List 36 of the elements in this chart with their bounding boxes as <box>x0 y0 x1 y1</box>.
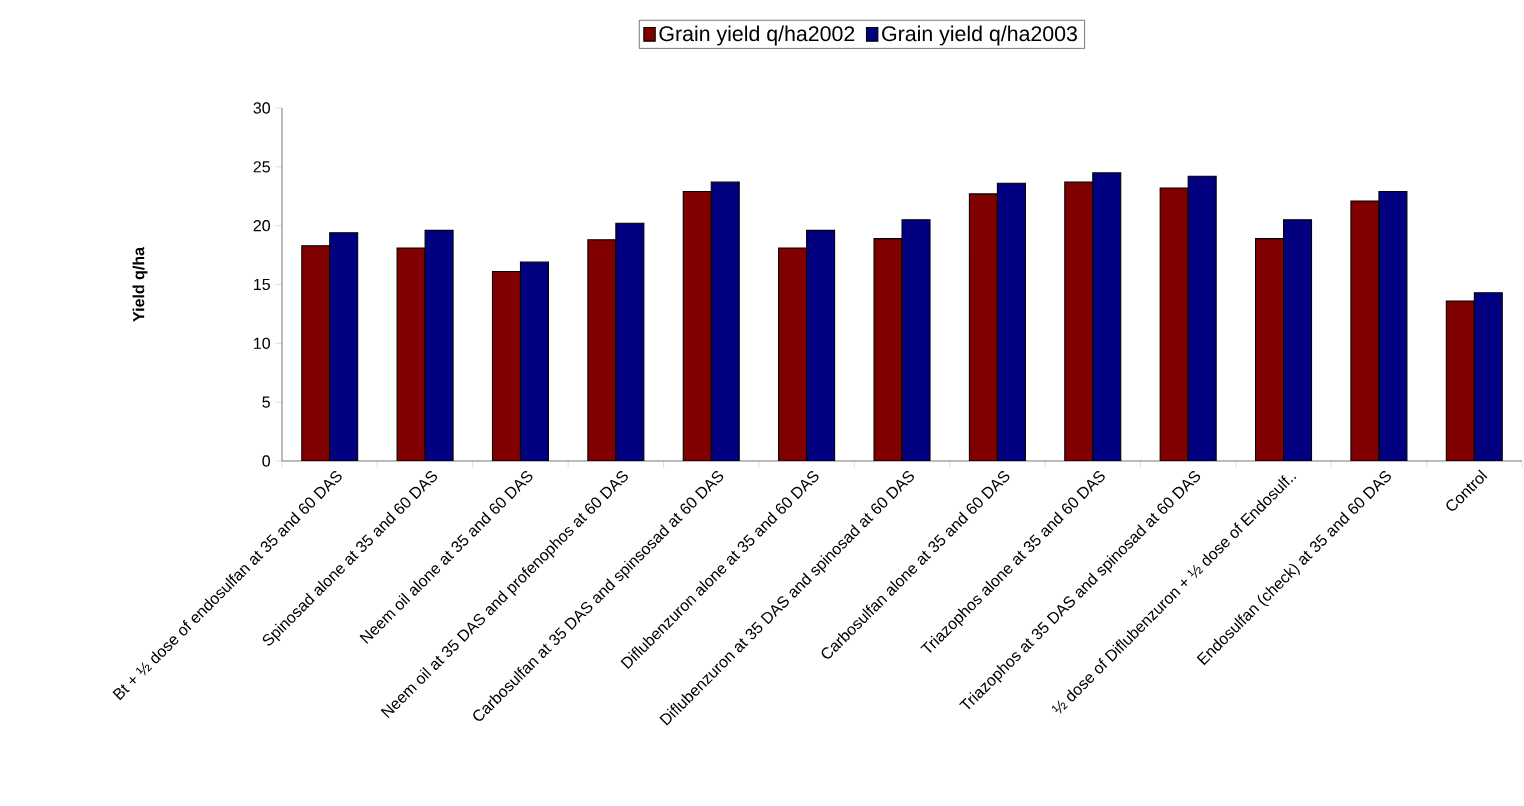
bar <box>615 222 645 461</box>
bar <box>806 229 836 461</box>
bar <box>968 193 998 461</box>
bar <box>1473 292 1503 461</box>
bar <box>301 245 331 461</box>
y-tick-label: 25 <box>253 161 270 173</box>
bar <box>1445 300 1475 461</box>
bar <box>778 247 808 461</box>
y-tick-label: 5 <box>262 396 270 408</box>
bar <box>1378 191 1408 461</box>
bar <box>1350 200 1380 461</box>
y-tick-label: 0 <box>262 455 271 467</box>
legend-label: Grain yield q/ha2003 <box>882 25 1077 46</box>
bar <box>1255 238 1285 461</box>
legend-label: Grain yield q/ha2002 <box>659 25 855 46</box>
bar <box>491 271 522 461</box>
bar <box>519 261 550 461</box>
bar <box>682 191 712 461</box>
bar <box>1159 187 1189 461</box>
y-tick-label: 15 <box>254 278 270 291</box>
bar <box>396 247 426 461</box>
bar <box>1187 175 1217 461</box>
bar <box>873 238 903 461</box>
bar <box>424 229 454 461</box>
y-tick-label: 30 <box>253 102 271 114</box>
bar <box>901 219 931 461</box>
bar <box>996 182 1026 461</box>
bar <box>587 239 617 461</box>
bar <box>329 232 359 461</box>
bar <box>1283 219 1313 461</box>
bar <box>1092 172 1122 461</box>
bar <box>1064 181 1094 461</box>
bar <box>710 181 740 461</box>
y-tick-label: 10 <box>254 337 271 349</box>
y-tick-label: 20 <box>253 220 271 232</box>
y-axis-title: Yield q/ha <box>132 246 148 322</box>
